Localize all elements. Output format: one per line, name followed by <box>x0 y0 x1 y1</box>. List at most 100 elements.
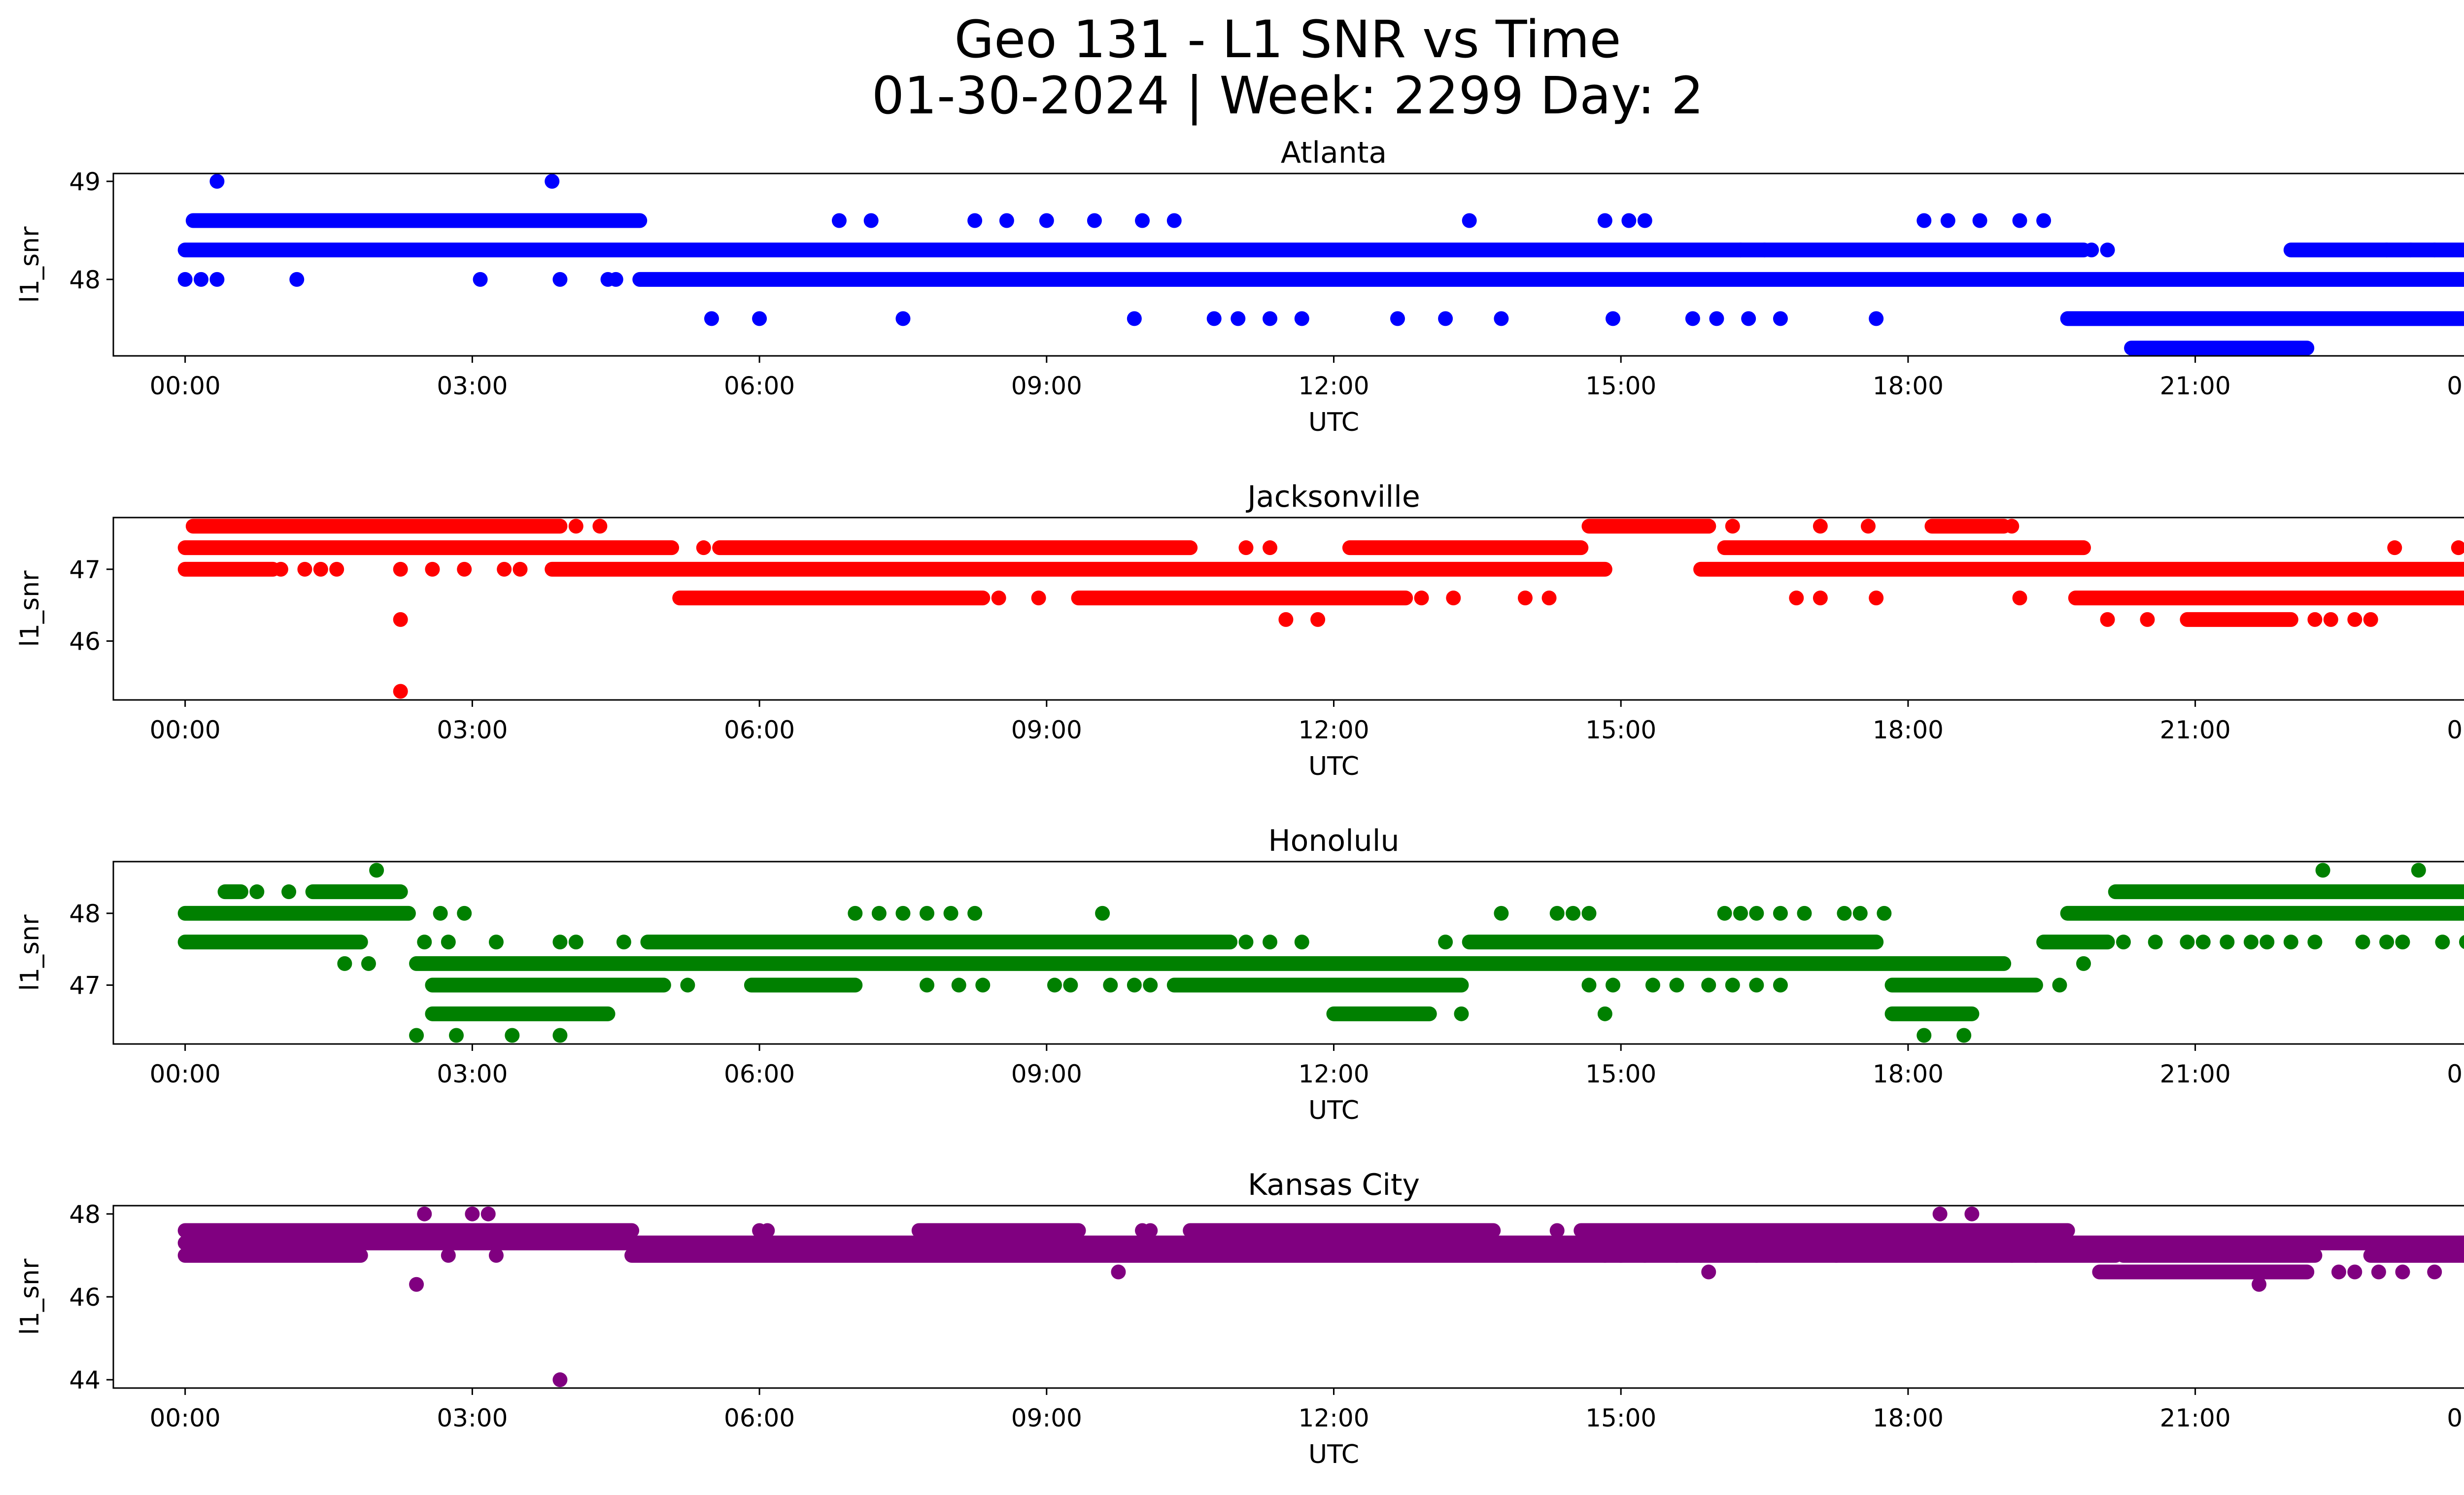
x-tick-label: 12:00 <box>1298 372 1369 400</box>
data-point-56 <box>975 977 991 993</box>
x-tick-label: 21:00 <box>2160 716 2231 744</box>
data-point-20 <box>1749 905 1764 921</box>
data-point-4 <box>1701 519 1716 534</box>
data-point-32 <box>1238 935 1254 950</box>
data-point-40 <box>2220 935 2235 950</box>
x-tick-label: 00:00 <box>2447 716 2464 744</box>
data-point-2 <box>480 1206 496 1221</box>
data-point-9 <box>1549 1223 1565 1238</box>
data-point-1 <box>545 174 560 189</box>
data-point-19 <box>1829 1248 1844 1263</box>
point-band-2-2 <box>1693 561 2464 577</box>
data-point-49 <box>2459 935 2464 949</box>
data-point-41 <box>2243 935 2259 950</box>
x-tick-label: 15:00 <box>1585 1404 1656 1432</box>
data-point-16 <box>1135 213 1150 228</box>
data-point-32 <box>1869 591 1884 606</box>
scatter-series-3 <box>177 1206 2464 1388</box>
point-band-0-0 <box>177 243 2091 258</box>
data-point-65 <box>1645 977 1660 993</box>
data-point-31 <box>616 935 631 950</box>
data-point-58 <box>1063 977 1078 993</box>
data-point-64 <box>1606 977 1621 993</box>
data-point-10 <box>920 905 934 921</box>
data-point-5 <box>1725 519 1740 534</box>
data-point-8 <box>1143 1223 1158 1238</box>
data-point-26 <box>417 935 432 950</box>
data-point-68 <box>1725 977 1740 993</box>
subplot-title: Jacksonville <box>1245 480 1420 514</box>
data-point-39 <box>2307 612 2323 627</box>
data-point-34 <box>1294 311 1309 326</box>
scatter-series-2 <box>177 863 2464 1043</box>
data-point-53 <box>680 977 695 993</box>
x-tick-label: 18:00 <box>1873 716 1944 744</box>
point-band-4-0 <box>2180 612 2298 627</box>
data-point-2 <box>568 519 583 534</box>
data-point-30 <box>2252 1277 2267 1292</box>
y-tick-label: 46 <box>69 1283 101 1312</box>
data-point-49 <box>2403 243 2418 258</box>
data-point-70 <box>1773 977 1788 993</box>
data-point-29 <box>1541 591 1557 606</box>
point-band-0-0 <box>185 519 568 534</box>
x-axis-label: UTC <box>1308 408 1359 437</box>
point-band-0-0 <box>177 1223 640 1238</box>
data-point-79 <box>1956 1028 1972 1043</box>
subplot-title: Atlanta <box>1281 136 1387 170</box>
point-band-0-1 <box>2283 243 2464 258</box>
point-band-4-2 <box>1166 977 1469 993</box>
x-tick-label: 06:00 <box>724 716 795 744</box>
data-point-33 <box>2012 591 2027 606</box>
x-tick-label: 00:00 <box>150 716 221 744</box>
data-point-57 <box>1047 977 1062 993</box>
data-point-48 <box>2379 243 2395 258</box>
y-tick-label: 49 <box>69 168 101 196</box>
data-point-20 <box>1621 213 1637 228</box>
data-point-66 <box>1669 977 1684 993</box>
data-point-5 <box>433 905 448 921</box>
data-point-54 <box>920 977 934 993</box>
point-band-1-0 <box>177 905 416 921</box>
data-point-23 <box>513 561 528 577</box>
point-band-5-0 <box>425 1006 616 1021</box>
x-tick-label: 09:00 <box>1011 1060 1082 1088</box>
data-point-18 <box>329 561 344 577</box>
point-band-1-1 <box>2060 905 2464 921</box>
x-tick-label: 18:00 <box>1873 1060 1944 1088</box>
point-band-0-1 <box>911 1223 1086 1238</box>
data-point-27 <box>2395 1264 2410 1280</box>
x-axis-label: UTC <box>1308 752 1359 781</box>
data-point-15 <box>273 561 288 577</box>
x-tick-label: 15:00 <box>1585 1060 1656 1088</box>
data-point-18 <box>1462 213 1477 228</box>
data-point-24 <box>1972 213 1987 228</box>
data-point-38 <box>1606 311 1621 326</box>
point-band-2-0 <box>177 561 280 577</box>
data-point-26 <box>2036 213 2052 228</box>
data-point-74 <box>409 1028 424 1043</box>
point-band-4-0 <box>425 977 671 993</box>
x-axis-label: UTC <box>1308 1096 1359 1125</box>
data-point-42 <box>2259 935 2275 950</box>
scatter-series-1 <box>177 519 2464 699</box>
data-point-16 <box>297 561 312 577</box>
x-tick-label: 15:00 <box>1585 716 1656 744</box>
data-point-41 <box>2347 612 2362 627</box>
data-point-17 <box>313 561 328 577</box>
data-point-29 <box>409 1277 424 1292</box>
data-point-18 <box>1717 905 1732 921</box>
data-point-13 <box>2451 540 2464 556</box>
x-axis-label: UTC <box>1308 1440 1359 1469</box>
x-tick-label: 21:00 <box>2160 372 2231 400</box>
data-point-72 <box>1454 1006 1469 1021</box>
point-band-2-1 <box>624 1248 2123 1263</box>
y-tick-label: 47 <box>69 556 101 584</box>
data-point-18 <box>1749 1248 1764 1263</box>
data-point-75 <box>449 1028 464 1043</box>
data-point-12 <box>967 213 983 228</box>
data-point-38 <box>2180 935 2195 950</box>
data-point-9 <box>608 272 623 287</box>
data-point-40 <box>2323 612 2338 627</box>
x-tick-label: 18:00 <box>1873 1404 1944 1432</box>
